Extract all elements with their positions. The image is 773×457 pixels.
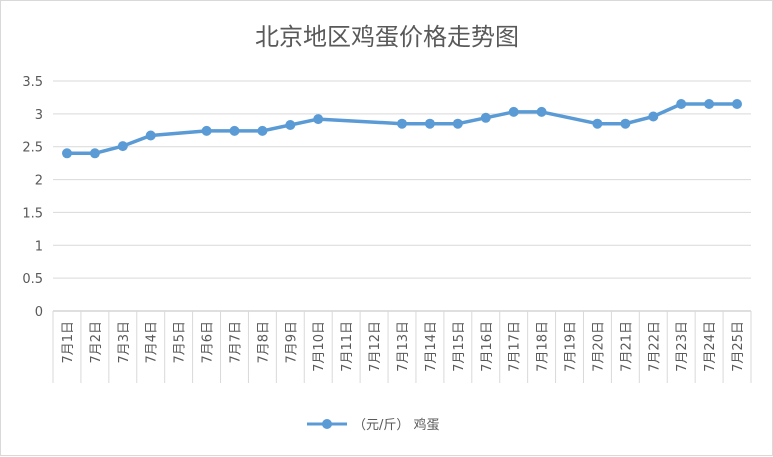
data-point [145,130,156,141]
legend-point-marker [322,419,332,429]
data-point [313,114,324,125]
data-point [424,118,435,129]
data-point [257,125,268,136]
x-tick-label: 7月9日 [284,321,299,364]
series-layer [62,99,742,159]
data-point [648,111,659,122]
legend: （元/斤） 鸡蛋 [307,417,440,433]
y-tick-label: 1.5 [22,206,43,221]
data-point [397,118,407,129]
x-tick-label: 7月8日 [256,321,271,364]
data-point [620,118,631,129]
x-tick-label: 7月18日 [536,321,551,372]
y-tick-label: 2.5 [22,141,43,156]
x-tick-label: 7月16日 [480,321,495,372]
x-tick-label: 7月2日 [89,321,104,364]
data-point [89,148,100,159]
x-axis-ticks: 7月1日 7月2日 7月3日 7月4日 7月5日 7月6日 7月7日 7月8日 7月9日 7月10… [52,311,752,383]
data-point [229,125,240,136]
x-tick-label: 7月13日 [396,321,411,372]
y-axis-ticks: 0 0.5 1 1.5 2 2.5 3 3.5 [22,75,43,320]
x-tick-label: 7月15日 [452,321,467,372]
x-tick-label: 7月25日 [731,321,746,372]
data-point [704,99,715,109]
y-tick-label: 3.5 [22,75,43,90]
data-point [452,118,463,129]
data-point [480,112,491,123]
legend-label: （元/斤） 鸡蛋 [353,417,440,433]
data-point [536,106,547,117]
y-tick-label: 3 [35,108,43,123]
y-tick-label: 0.5 [22,272,43,287]
x-tick-label: 7月14日 [424,321,439,372]
data-point [201,125,212,136]
x-tick-label: 7月20日 [591,321,606,372]
x-tick-label: 7月17日 [508,321,523,372]
gridlines [53,80,751,312]
x-tick-label: 7月24日 [703,321,718,372]
x-tick-label: 7月4日 [145,321,160,364]
x-tick-label: 7月23日 [675,321,690,372]
x-tick-label: 7月7日 [228,321,243,364]
chart-title: 北京地区鸡蛋价格走势图 [255,23,519,51]
x-tick-label: 7月5日 [173,321,188,364]
data-point [592,118,603,129]
y-tick-label: 1 [35,239,43,254]
x-tick-label: 7月21日 [619,321,634,372]
data-point [676,99,687,109]
x-tick-label: 7月11日 [340,321,355,372]
y-tick-label: 0 [35,305,43,320]
data-point [732,99,742,109]
x-tick-label: 7月10日 [312,321,327,372]
data-point [285,120,296,130]
x-tick-label: 7月19日 [564,321,579,372]
x-tick-label: 7月12日 [368,321,383,372]
data-point [117,141,128,152]
data-point [62,148,72,159]
x-tick-label: 7月1日 [61,321,76,364]
x-tick-label: 7月22日 [647,321,662,372]
x-tick-label: 7月6日 [201,321,216,364]
x-tick-label: 7月3日 [117,321,132,364]
y-tick-label: 2 [35,174,43,189]
data-point [508,106,519,117]
